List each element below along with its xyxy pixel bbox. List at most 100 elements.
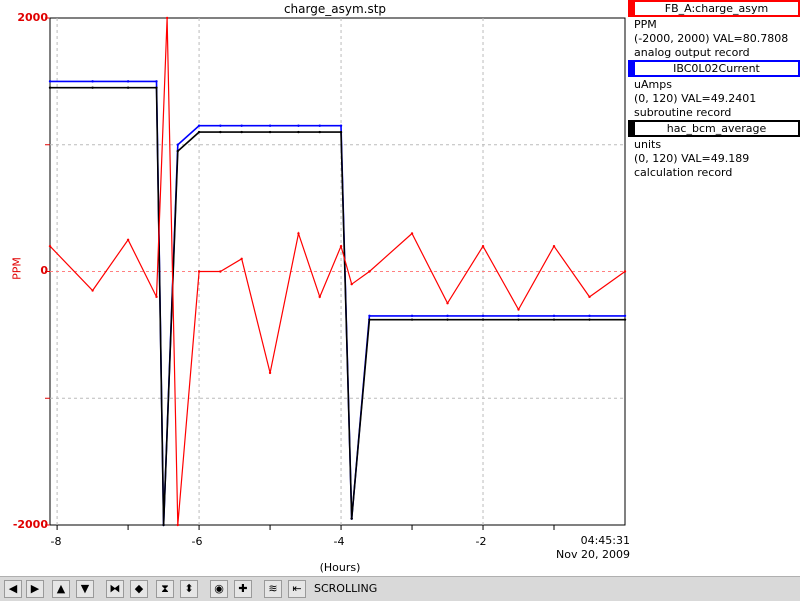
x-tick-label: -8 <box>50 535 62 548</box>
series-point <box>91 289 94 292</box>
series-point <box>176 523 179 527</box>
series-point <box>410 318 414 321</box>
series-point <box>48 86 52 89</box>
x-tick-label: -4 <box>333 535 345 548</box>
series-point <box>126 80 130 83</box>
series-point <box>623 314 627 318</box>
legend-range-value: (0, 120) VAL=49.189 <box>634 152 750 165</box>
scroll-right-button[interactable]: ▶ <box>26 580 44 598</box>
series-point <box>368 318 371 321</box>
series-point <box>240 257 243 261</box>
series-point <box>350 282 353 286</box>
time-label: 04:45:31 <box>580 534 630 547</box>
series-point <box>162 523 165 527</box>
legend-record-type: analog output record <box>634 46 750 59</box>
series-line <box>50 86 625 526</box>
series-point <box>268 371 272 375</box>
legend-item-bcm-average[interactable]: hac_bcm_average <box>628 120 800 137</box>
zoom-in-vertical-button[interactable]: ⧗ <box>156 580 174 598</box>
series-point <box>165 16 169 20</box>
series-point <box>155 86 158 89</box>
series-point <box>219 124 222 127</box>
legend-item-ibc-current[interactable]: IBC0L02Current <box>628 60 800 77</box>
legend-units: PPM <box>634 18 657 31</box>
series-point <box>481 314 485 318</box>
series-point <box>240 130 243 134</box>
series-point <box>91 86 94 89</box>
series-point <box>446 314 449 318</box>
legend-record-type: calculation record <box>634 166 733 179</box>
y-tick-label: -2000 <box>12 518 48 531</box>
series-point <box>368 314 371 318</box>
series-point <box>219 130 222 134</box>
series-point <box>552 318 556 321</box>
y-tick-label: 0 <box>40 264 48 277</box>
series-point <box>197 270 201 273</box>
series-point <box>197 130 201 134</box>
series-point <box>197 124 201 127</box>
y-tick-label: 2000 <box>17 11 48 24</box>
series-line <box>49 17 626 526</box>
series-point <box>446 318 449 321</box>
series-point <box>339 124 343 127</box>
series-point <box>623 270 627 273</box>
series-point <box>297 232 300 235</box>
series-point <box>318 295 321 299</box>
scroll-left-button[interactable]: ◀ <box>4 580 22 598</box>
series-point <box>350 517 353 520</box>
series-point <box>318 124 321 127</box>
plot-area[interactable] <box>0 0 800 576</box>
series-point <box>339 130 343 134</box>
series-point <box>339 244 343 248</box>
add-button[interactable]: ✚ <box>234 580 252 598</box>
series-point <box>410 314 414 318</box>
legend-item-charge-asym[interactable]: FB_A:charge_asym <box>628 0 800 17</box>
series-point <box>481 244 485 248</box>
series-point <box>588 318 591 321</box>
legend: FB_A:charge_asym PPM (-2000, 2000) VAL=8… <box>628 0 800 180</box>
scroll-up-button[interactable]: ▲ <box>52 580 70 598</box>
series-point <box>297 130 300 134</box>
legend-record-type: subroutine record <box>634 106 732 119</box>
zoom-out-vertical-button[interactable]: ⬍ <box>180 580 198 598</box>
series-point <box>155 295 158 299</box>
series-point <box>268 130 272 134</box>
x-axis-label: (Hours) <box>319 561 361 574</box>
series-point <box>155 80 158 83</box>
series-point <box>517 318 520 321</box>
zoom-in-horizontal-button[interactable]: ⧓ <box>106 580 124 598</box>
legend-units: units <box>634 138 662 151</box>
back-button[interactable]: ⇤ <box>288 580 306 598</box>
series-point <box>48 80 52 83</box>
series-point <box>268 124 272 127</box>
series-point <box>297 124 300 127</box>
series-point <box>219 270 222 273</box>
series-point <box>552 244 556 248</box>
series-point <box>517 308 520 311</box>
series-point <box>481 318 485 321</box>
date-label: Nov 20, 2009 <box>556 548 630 561</box>
series-point <box>126 238 130 242</box>
series-point <box>48 244 52 248</box>
toolbar: ◀ ▶ ▲ ▼ ⧓ ◆ ⧗ ⬍ ◉ ✚ ≋ ⇤ SCROLLING <box>0 576 800 601</box>
series-point <box>240 124 243 127</box>
status-label: SCROLLING <box>314 582 378 595</box>
legend-range-value: (0, 120) VAL=49.2401 <box>634 92 757 105</box>
zoom-out-horizontal-button[interactable]: ◆ <box>130 580 148 598</box>
series-layer <box>48 16 627 527</box>
series-point <box>91 80 94 83</box>
series-point <box>517 314 520 318</box>
stretch-button[interactable]: ≋ <box>264 580 282 598</box>
legend-range-value: (-2000, 2000) VAL=80.7808 <box>634 32 789 45</box>
timestamp: 04:45:31 Nov 20, 2009 <box>540 534 630 562</box>
series-point <box>176 149 179 153</box>
series-point <box>410 232 414 235</box>
series-point <box>446 301 449 305</box>
plot-title: charge_asym.stp <box>283 2 387 16</box>
plot-frame <box>49 17 626 526</box>
series-point <box>552 314 556 318</box>
series-point <box>318 130 321 134</box>
reset-button[interactable]: ◉ <box>210 580 228 598</box>
scroll-down-button[interactable]: ▼ <box>76 580 94 598</box>
series-point <box>126 86 130 89</box>
